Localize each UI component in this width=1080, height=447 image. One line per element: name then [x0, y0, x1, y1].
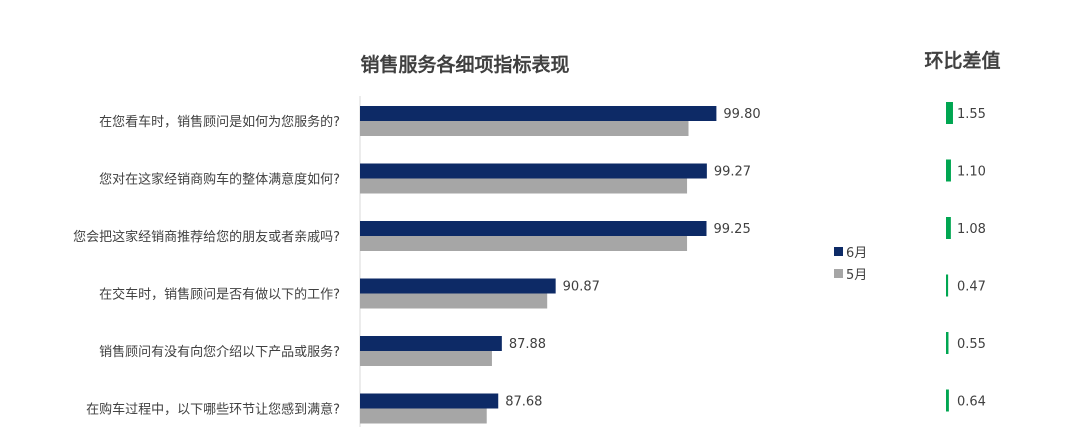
- legend-swatch-may: [834, 268, 843, 278]
- diff-panel-title: 环比差值: [924, 50, 1001, 72]
- diff-label: 0.64: [957, 395, 986, 410]
- diff-label: 1.10: [957, 165, 986, 180]
- legend-label-may: 5月: [846, 267, 868, 283]
- legend-item-may: 5月: [834, 262, 867, 284]
- legend: 6月 5月: [834, 240, 867, 284]
- data-label-june: 87.68: [505, 395, 542, 410]
- bar-june: [360, 106, 717, 121]
- diff-bar: [946, 217, 951, 239]
- data-label-june: 99.80: [723, 107, 760, 122]
- category-label: 您对在这家经销商购车的整体满意度如何?: [99, 172, 340, 188]
- bar-june: [360, 163, 707, 179]
- category-label: 在购车过程中，以下哪些环节让您感到满意?: [86, 402, 340, 418]
- category-label: 在您看车时，销售顾问是如何为您服务的?: [99, 114, 340, 130]
- bar-june: [360, 221, 707, 236]
- category-label: 您会把这家经销商推荐给您的朋友或者亲戚吗?: [73, 229, 340, 245]
- diff-bar: [946, 389, 949, 412]
- bar-may: [360, 178, 688, 194]
- chart-title: 销售服务各细项指标表现: [360, 54, 570, 76]
- diff-label: 1.08: [957, 222, 986, 237]
- data-label-june: 90.87: [563, 280, 600, 295]
- bar-may: [360, 121, 689, 136]
- diff-bar: [946, 159, 951, 182]
- diff-label: 0.47: [957, 280, 986, 295]
- diff-label: 1.55: [957, 107, 986, 122]
- data-label-june: 87.88: [509, 337, 546, 352]
- diff-label: 0.55: [957, 337, 986, 352]
- category-label: 销售顾问有没有向您介绍以下产品或服务?: [99, 344, 340, 360]
- legend-swatch-june: [834, 246, 843, 256]
- bar-june: [360, 336, 502, 351]
- category-label: 在交车时，销售顾问是否有做以下的工作?: [99, 287, 340, 303]
- bar-may: [360, 351, 492, 366]
- diff-bar: [946, 332, 949, 354]
- legend-label-june: 6月: [846, 245, 868, 261]
- data-label-june: 99.27: [714, 165, 751, 180]
- bar-may: [360, 293, 548, 309]
- bar-june: [360, 278, 556, 294]
- bar-june: [360, 393, 499, 409]
- diff-bar: [946, 274, 949, 297]
- bar-may: [360, 236, 688, 251]
- diff-bar: [946, 102, 953, 124]
- data-label-june: 99.25: [714, 222, 751, 237]
- legend-item-june: 6月: [834, 240, 867, 262]
- bar-may: [360, 408, 487, 424]
